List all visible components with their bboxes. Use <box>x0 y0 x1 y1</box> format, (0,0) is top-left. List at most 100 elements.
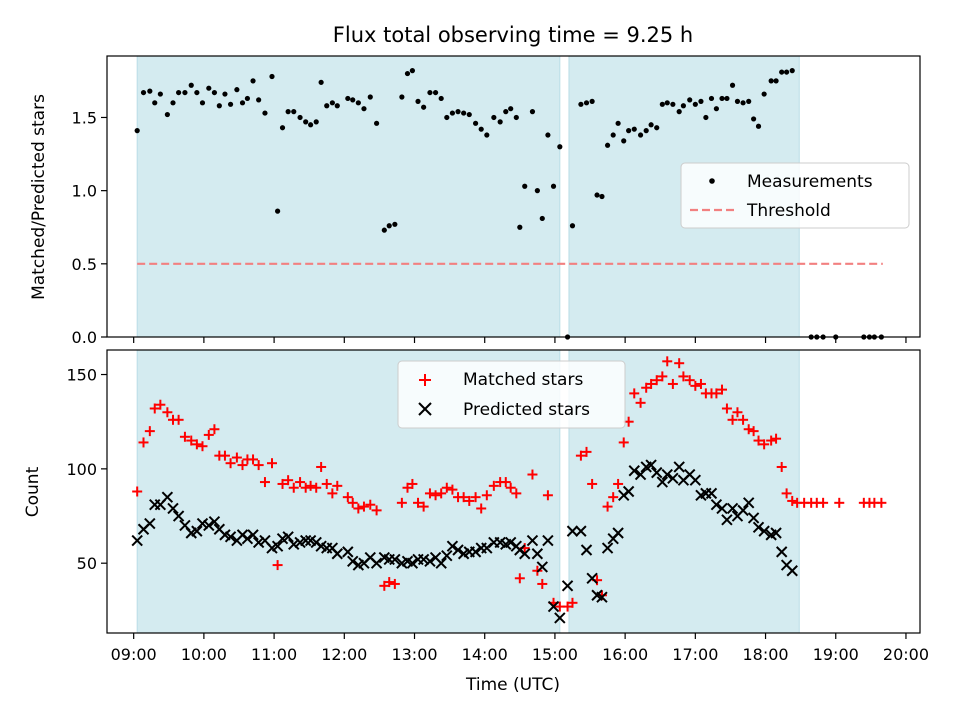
predicted-star-point <box>536 561 548 573</box>
matched-star-point <box>332 480 343 491</box>
measurement-point <box>227 101 234 107</box>
measurement-point <box>755 123 762 129</box>
measurement-point <box>740 100 746 106</box>
measurement-point <box>140 89 147 96</box>
predicted-star-point <box>241 532 254 545</box>
matched-star-point <box>481 490 492 501</box>
matched-star-point <box>155 399 166 410</box>
matched-star-point <box>721 403 732 414</box>
matched-star-point <box>711 388 722 399</box>
ratio-y-axis: 0.0 0.5 1.0 1.5 <box>72 108 107 347</box>
matched-star-point <box>527 469 538 480</box>
count-x-axis: 09:00 10:00 11:00 12:00 13:00 14:00 15:00 16:00… <box>111 633 929 664</box>
matched-star-point <box>321 478 332 489</box>
measurement-point <box>698 98 704 104</box>
legend-label-threshold: Threshold <box>746 201 831 221</box>
matched-star-point <box>300 482 311 493</box>
measurement-point <box>631 126 637 132</box>
measurement-point <box>497 119 503 125</box>
matched-star-point <box>407 478 418 489</box>
predicted-star-point <box>710 498 723 511</box>
matched-star-point <box>567 597 578 608</box>
matched-star-point <box>753 435 764 446</box>
predicted-star-point <box>721 514 733 526</box>
legend-label-predicted: Predicted stars <box>463 400 590 420</box>
x-tick-label: 18:00 <box>742 645 788 664</box>
measurement-point <box>680 103 687 109</box>
predicted-star-point <box>770 527 782 539</box>
predicted-star-point <box>737 504 749 517</box>
matched-star-point <box>191 439 202 450</box>
predicted-star-point <box>634 468 647 481</box>
count-panel-frame <box>106 349 921 634</box>
measurement-point <box>478 126 484 132</box>
matched-star-point <box>732 407 743 418</box>
matched-star-point <box>259 477 270 488</box>
predicted-star-point <box>446 540 459 552</box>
matched-star-point <box>476 503 487 514</box>
x-tick-label: 09:00 <box>111 645 157 664</box>
predicted-star-point <box>252 536 265 549</box>
matched-star-point <box>316 461 327 472</box>
matched-star-point <box>608 492 619 503</box>
predicted-star-point <box>596 591 608 603</box>
measurement-point <box>615 120 621 126</box>
measurement-point <box>545 132 551 138</box>
y-tick-label: 50 <box>77 554 97 573</box>
predicted-star-point <box>203 519 215 532</box>
matched-star-point <box>646 378 657 389</box>
matched-star-point <box>818 497 829 508</box>
predicted-star-point <box>370 557 383 569</box>
legend-label-matched: Matched stars <box>463 370 583 390</box>
matched-star-point <box>225 458 236 469</box>
x-tick: 14:00 <box>462 633 508 664</box>
measurement-point <box>334 103 340 109</box>
measurement-point <box>303 119 309 125</box>
x-tick: 15:00 <box>532 633 578 664</box>
predicted-star-point <box>224 531 237 543</box>
predicted-star-point <box>575 525 587 537</box>
measurement-point <box>188 82 194 88</box>
measurement-point <box>415 98 421 104</box>
matched-star-point <box>311 482 322 493</box>
measurement-point <box>508 106 514 112</box>
x-tick: 11:00 <box>251 633 297 664</box>
measurement-point <box>367 94 373 100</box>
measurement-point <box>484 132 490 138</box>
x-tick-label: 19:00 <box>813 645 859 664</box>
measurement-point <box>324 103 330 109</box>
matched-star-point <box>144 426 155 437</box>
predicted-star-point <box>531 548 544 560</box>
matched-star-point <box>371 505 382 516</box>
matched-star-point <box>283 475 294 486</box>
measurement-point <box>438 95 444 102</box>
measurement-point <box>194 89 200 96</box>
matched-star-point <box>389 578 400 589</box>
measurement-point <box>670 101 676 107</box>
measurement-point <box>708 95 715 102</box>
y-tick: 50 <box>77 554 107 573</box>
measurement-point <box>604 142 611 148</box>
legend-box <box>680 162 910 229</box>
measurement-point <box>239 100 246 106</box>
measurement-point <box>724 95 730 102</box>
measurement-point <box>269 73 275 80</box>
measurement-point <box>455 109 461 115</box>
matched-star-point <box>537 578 548 589</box>
measurement-point <box>703 114 709 121</box>
predicted-star-point <box>689 474 702 486</box>
x-tick: 20:00 <box>883 633 929 664</box>
measurement-point <box>503 109 509 115</box>
count-y-axis-label: Count <box>23 466 43 517</box>
matched-star-point <box>365 499 376 510</box>
measurement-point <box>648 122 654 128</box>
y-tick-label: 1.5 <box>72 108 97 127</box>
x-tick: 18:00 <box>742 633 789 664</box>
matched-star-point <box>266 458 277 469</box>
matched-star-point <box>684 375 695 386</box>
measurement-point <box>285 109 291 115</box>
predicted-star-point <box>580 544 593 556</box>
matched-star-point <box>424 488 435 499</box>
matched-star-point <box>759 439 770 450</box>
predicted-star-point <box>705 487 718 500</box>
